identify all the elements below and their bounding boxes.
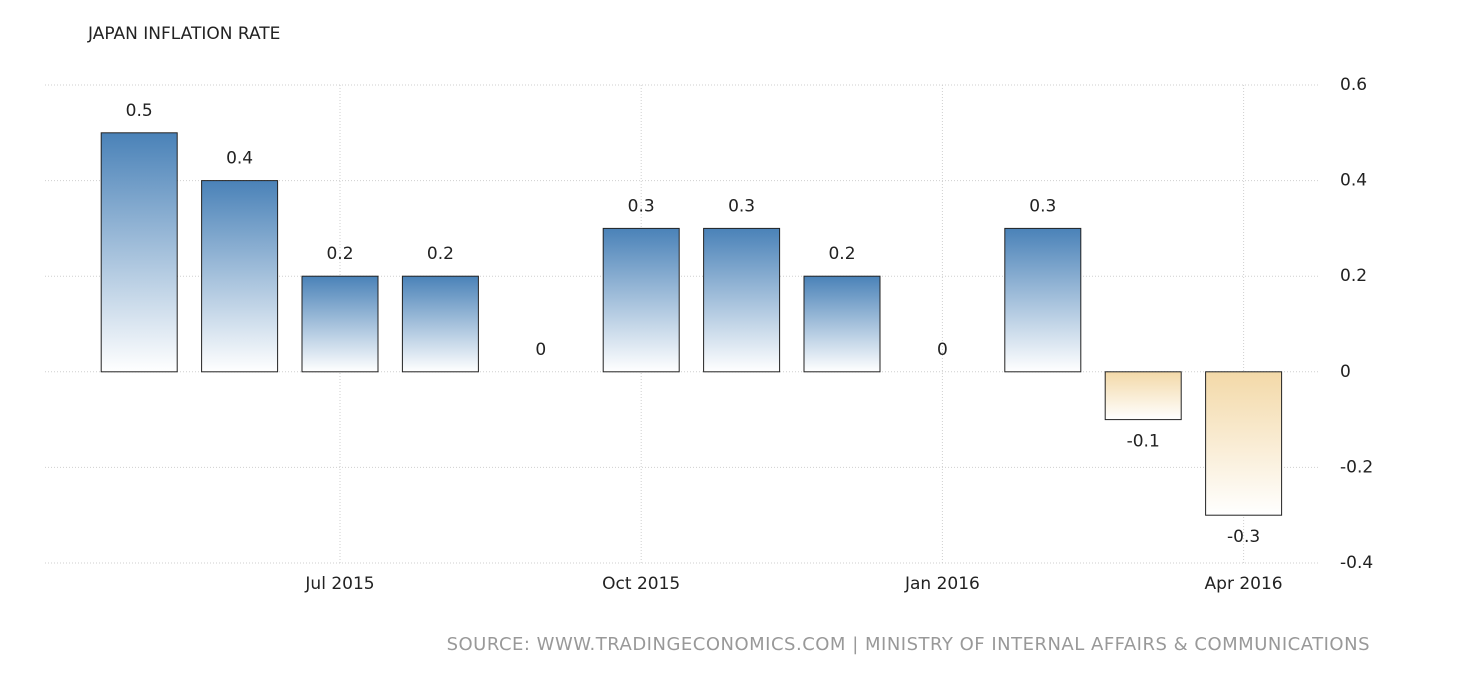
- bar: [1004, 227, 1082, 373]
- x-tick-label: Jul 2015: [304, 574, 374, 594]
- bar: [201, 180, 279, 373]
- bar: [401, 275, 479, 373]
- x-tick-label: Apr 2016: [1205, 574, 1283, 594]
- bar: [1205, 371, 1283, 516]
- x-tick-label: Jan 2016: [904, 574, 980, 594]
- bar: [100, 132, 178, 373]
- value-label: 0.2: [427, 244, 454, 264]
- value-label: 0.3: [628, 196, 655, 216]
- bar: [803, 275, 881, 373]
- bar: [1104, 371, 1182, 421]
- value-label: 0.2: [326, 244, 353, 264]
- y-tick-label: 0.2: [1340, 266, 1367, 286]
- y-tick-label: 0.4: [1340, 171, 1367, 191]
- value-label: -0.1: [1127, 432, 1160, 452]
- value-label: -0.3: [1227, 527, 1260, 547]
- y-tick-label: -0.2: [1340, 457, 1373, 477]
- value-label: 0.2: [828, 244, 855, 264]
- bar: [301, 275, 379, 373]
- y-tick-label: 0.6: [1340, 75, 1367, 95]
- value-label: 0.3: [728, 196, 755, 216]
- chart-title: JAPAN INFLATION RATE: [87, 24, 280, 44]
- value-label: 0.3: [1029, 196, 1056, 216]
- chart-source: SOURCE: WWW.TRADINGECONOMICS.COM | MINIS…: [447, 634, 1370, 655]
- y-tick-label: -0.4: [1340, 553, 1373, 573]
- x-tick-label: Oct 2015: [602, 574, 680, 594]
- bar: [703, 227, 781, 373]
- value-label: 0.4: [226, 149, 253, 169]
- y-tick-label: 0: [1340, 362, 1351, 382]
- value-label: 0: [535, 340, 546, 360]
- value-label: 0: [937, 340, 948, 360]
- bar: [602, 227, 680, 373]
- value-label: 0.5: [126, 101, 153, 121]
